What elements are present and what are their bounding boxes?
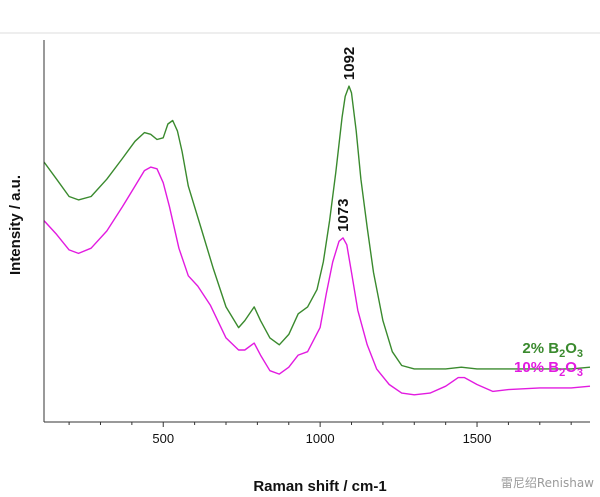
x-tick-label: 1500 bbox=[463, 431, 492, 446]
series-line-b2o3-10pct bbox=[43, 166, 591, 396]
peak-label-1073: 1073 bbox=[335, 199, 352, 232]
annotation-group: 1092 1073 bbox=[335, 47, 358, 232]
series-label-b2o3-2pct: 2% B2O3 bbox=[522, 340, 583, 360]
y-axis-title: Intensity / a.u. bbox=[7, 175, 24, 275]
axes-group: 500 1000 1500 bbox=[0, 32, 600, 446]
x-tick-label: 500 bbox=[152, 431, 174, 446]
watermark: 雷尼绍Renishaw bbox=[500, 476, 594, 490]
peak-label-1092: 1092 bbox=[341, 47, 358, 80]
x-tick-label: 1000 bbox=[306, 431, 335, 446]
x-axis-title: Raman shift / cm-1 bbox=[253, 478, 386, 495]
series-line-b2o3-2pct bbox=[43, 85, 591, 370]
series-label-b2o3-10pct: 10% B2O3 bbox=[514, 359, 583, 379]
